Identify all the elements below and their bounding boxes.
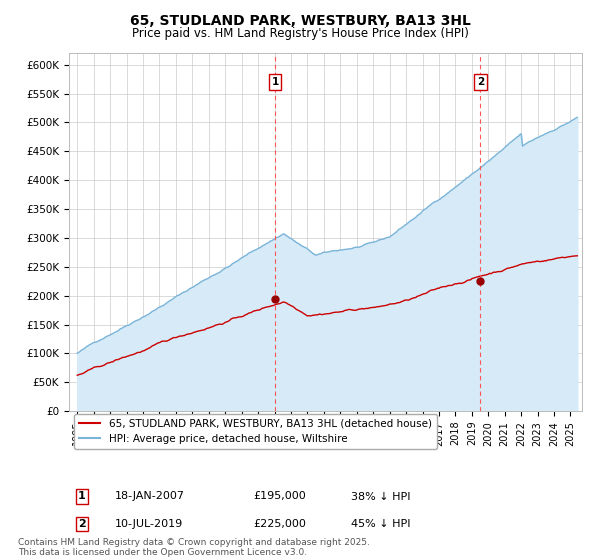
Text: Contains HM Land Registry data © Crown copyright and database right 2025.
This d: Contains HM Land Registry data © Crown c… xyxy=(18,538,370,557)
Text: 65, STUDLAND PARK, WESTBURY, BA13 3HL: 65, STUDLAND PARK, WESTBURY, BA13 3HL xyxy=(130,14,470,28)
Text: £195,000: £195,000 xyxy=(254,492,307,502)
Legend: 65, STUDLAND PARK, WESTBURY, BA13 3HL (detached house), HPI: Average price, deta: 65, STUDLAND PARK, WESTBURY, BA13 3HL (d… xyxy=(74,414,437,449)
Text: 45% ↓ HPI: 45% ↓ HPI xyxy=(351,519,410,529)
Text: 10-JUL-2019: 10-JUL-2019 xyxy=(115,519,184,529)
Text: 38% ↓ HPI: 38% ↓ HPI xyxy=(351,492,410,502)
Text: Price paid vs. HM Land Registry's House Price Index (HPI): Price paid vs. HM Land Registry's House … xyxy=(131,27,469,40)
Text: 18-JAN-2007: 18-JAN-2007 xyxy=(115,492,185,502)
Text: 2: 2 xyxy=(477,77,484,87)
Text: 2: 2 xyxy=(78,519,86,529)
Text: £225,000: £225,000 xyxy=(254,519,307,529)
Text: 1: 1 xyxy=(78,492,86,502)
Text: 1: 1 xyxy=(272,77,279,87)
